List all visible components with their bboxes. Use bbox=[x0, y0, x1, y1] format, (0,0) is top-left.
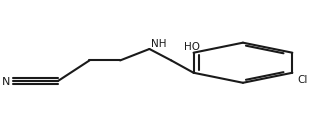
Text: N: N bbox=[2, 76, 11, 86]
Text: NH: NH bbox=[151, 39, 167, 49]
Text: Cl: Cl bbox=[297, 74, 308, 84]
Text: HO: HO bbox=[184, 42, 200, 52]
